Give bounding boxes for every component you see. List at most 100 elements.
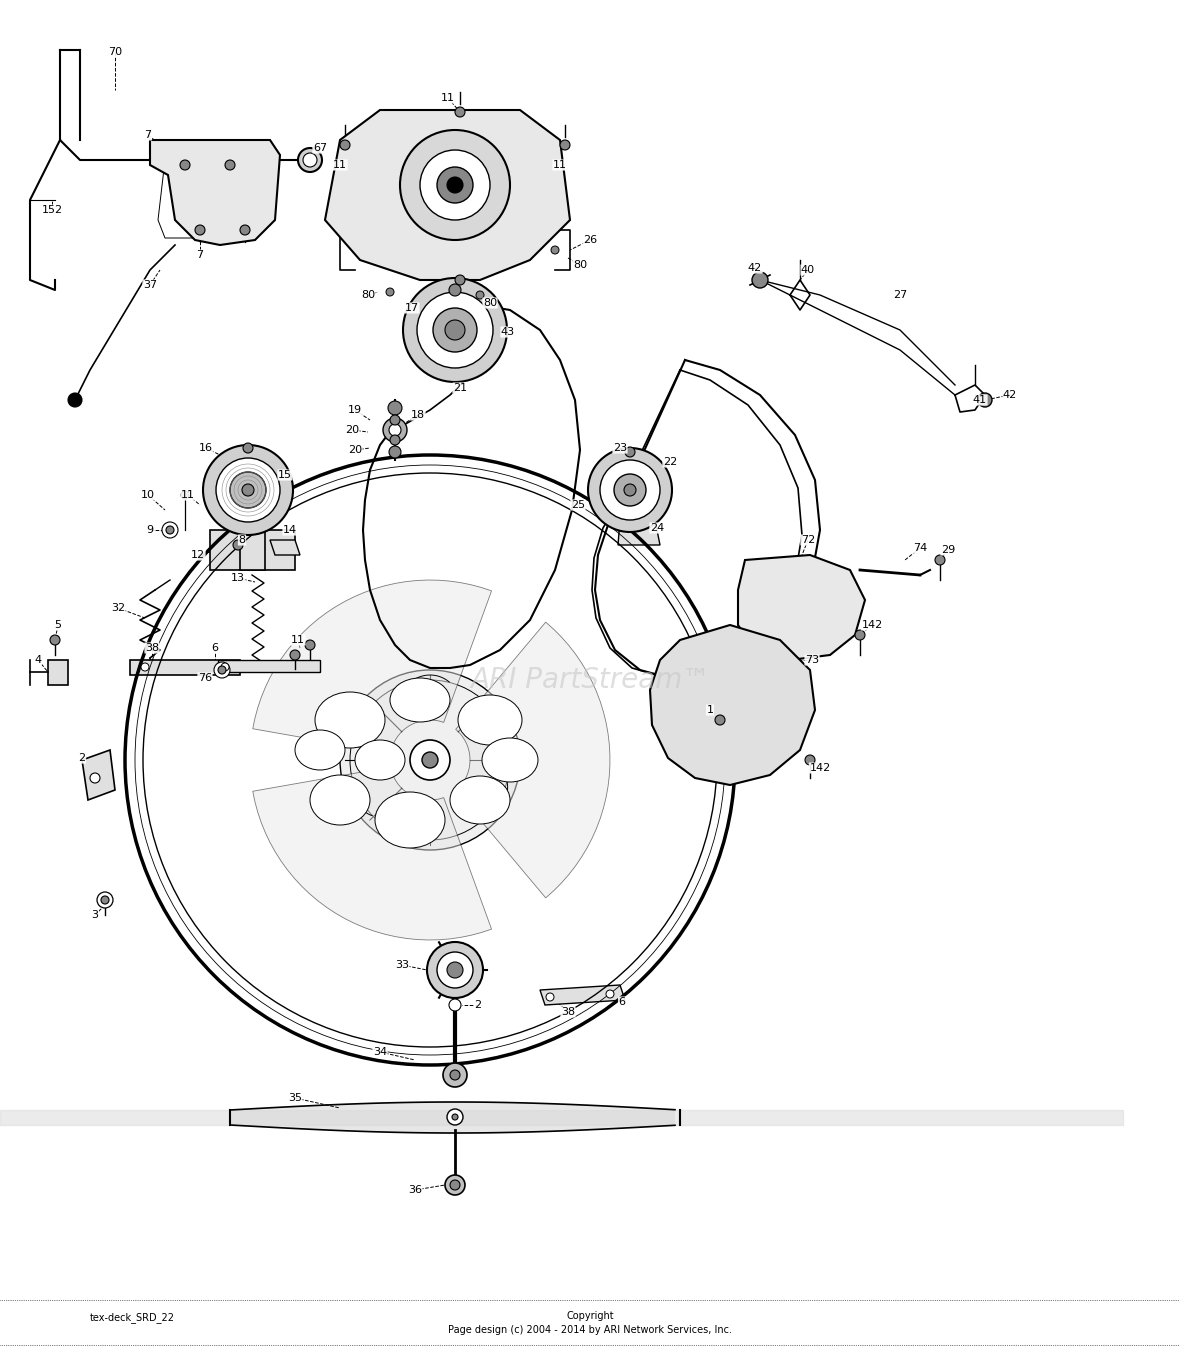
Circle shape — [162, 522, 178, 538]
Ellipse shape — [391, 678, 450, 723]
Circle shape — [214, 662, 230, 678]
Circle shape — [181, 491, 189, 499]
Polygon shape — [270, 540, 300, 555]
Ellipse shape — [355, 740, 405, 779]
Text: 21: 21 — [453, 383, 467, 392]
Text: 74: 74 — [913, 543, 927, 553]
Text: 10: 10 — [140, 490, 155, 501]
Circle shape — [935, 555, 945, 566]
Circle shape — [218, 666, 227, 674]
Text: 76: 76 — [198, 672, 212, 683]
Polygon shape — [253, 767, 492, 940]
Text: 38: 38 — [560, 1007, 575, 1017]
Ellipse shape — [450, 777, 510, 824]
Text: 22: 22 — [663, 457, 677, 467]
Circle shape — [624, 484, 636, 497]
Text: 73: 73 — [805, 655, 819, 666]
Circle shape — [437, 166, 473, 203]
Circle shape — [437, 953, 473, 988]
Text: 11: 11 — [291, 635, 304, 645]
Text: 18: 18 — [411, 410, 425, 419]
Circle shape — [243, 442, 253, 453]
Text: 2: 2 — [474, 1000, 481, 1009]
Circle shape — [340, 670, 520, 850]
Text: 33: 33 — [395, 961, 409, 970]
Ellipse shape — [481, 737, 538, 782]
Circle shape — [607, 990, 614, 999]
Circle shape — [560, 139, 570, 150]
Text: 11: 11 — [553, 160, 568, 170]
Circle shape — [588, 448, 671, 532]
Text: 11: 11 — [333, 160, 347, 170]
Circle shape — [614, 474, 645, 506]
Text: 42: 42 — [748, 262, 762, 273]
Circle shape — [290, 649, 300, 660]
Circle shape — [978, 392, 992, 407]
Text: 4: 4 — [34, 655, 41, 666]
Circle shape — [445, 1174, 465, 1195]
Text: 7: 7 — [144, 130, 151, 139]
Text: 15: 15 — [278, 469, 291, 480]
Polygon shape — [650, 625, 815, 785]
Circle shape — [417, 292, 493, 368]
Text: 24: 24 — [650, 524, 664, 533]
Ellipse shape — [315, 691, 385, 748]
Text: 37: 37 — [143, 280, 157, 290]
Circle shape — [230, 472, 266, 507]
Circle shape — [101, 896, 109, 904]
Polygon shape — [253, 580, 492, 754]
Ellipse shape — [310, 775, 371, 825]
Text: Copyright: Copyright — [566, 1311, 614, 1321]
Text: 16: 16 — [199, 442, 214, 453]
Text: 3: 3 — [92, 911, 98, 920]
Text: 42: 42 — [1003, 390, 1017, 400]
Circle shape — [203, 445, 293, 534]
Text: 8: 8 — [238, 534, 245, 545]
Text: 5: 5 — [54, 620, 61, 630]
Circle shape — [422, 752, 438, 769]
Circle shape — [433, 308, 477, 352]
Circle shape — [386, 288, 394, 296]
Polygon shape — [700, 710, 730, 760]
Text: Page design (c) 2004 - 2014 by ARI Network Services, Inc.: Page design (c) 2004 - 2014 by ARI Netwo… — [448, 1325, 732, 1335]
Circle shape — [476, 291, 484, 299]
Circle shape — [50, 635, 60, 645]
Circle shape — [445, 321, 465, 340]
Circle shape — [752, 272, 768, 288]
Circle shape — [450, 999, 461, 1011]
Text: 2: 2 — [78, 754, 86, 763]
Text: 34: 34 — [373, 1047, 387, 1057]
Circle shape — [340, 139, 350, 150]
Circle shape — [442, 1063, 467, 1086]
Circle shape — [389, 446, 401, 459]
Polygon shape — [210, 530, 295, 570]
Text: 1: 1 — [707, 705, 714, 714]
Circle shape — [427, 942, 483, 999]
Text: 152: 152 — [41, 206, 63, 215]
Polygon shape — [130, 660, 240, 675]
Circle shape — [181, 160, 190, 170]
Circle shape — [409, 740, 450, 779]
Polygon shape — [618, 520, 660, 545]
Text: 7: 7 — [196, 250, 204, 260]
Ellipse shape — [295, 731, 345, 770]
Circle shape — [447, 962, 463, 978]
Circle shape — [447, 1109, 463, 1124]
Text: 36: 36 — [408, 1185, 422, 1195]
Polygon shape — [48, 660, 68, 685]
Polygon shape — [218, 660, 320, 672]
Text: 13: 13 — [231, 574, 245, 583]
Circle shape — [450, 1180, 460, 1191]
Text: 142: 142 — [809, 763, 831, 773]
Text: 70: 70 — [107, 47, 122, 57]
Text: 14: 14 — [283, 525, 297, 534]
Circle shape — [97, 892, 113, 908]
Circle shape — [404, 277, 507, 382]
Circle shape — [450, 1070, 460, 1080]
Circle shape — [90, 773, 100, 783]
Circle shape — [388, 400, 402, 415]
Circle shape — [221, 663, 229, 671]
Circle shape — [140, 663, 149, 671]
Circle shape — [216, 459, 280, 522]
Circle shape — [455, 107, 465, 116]
